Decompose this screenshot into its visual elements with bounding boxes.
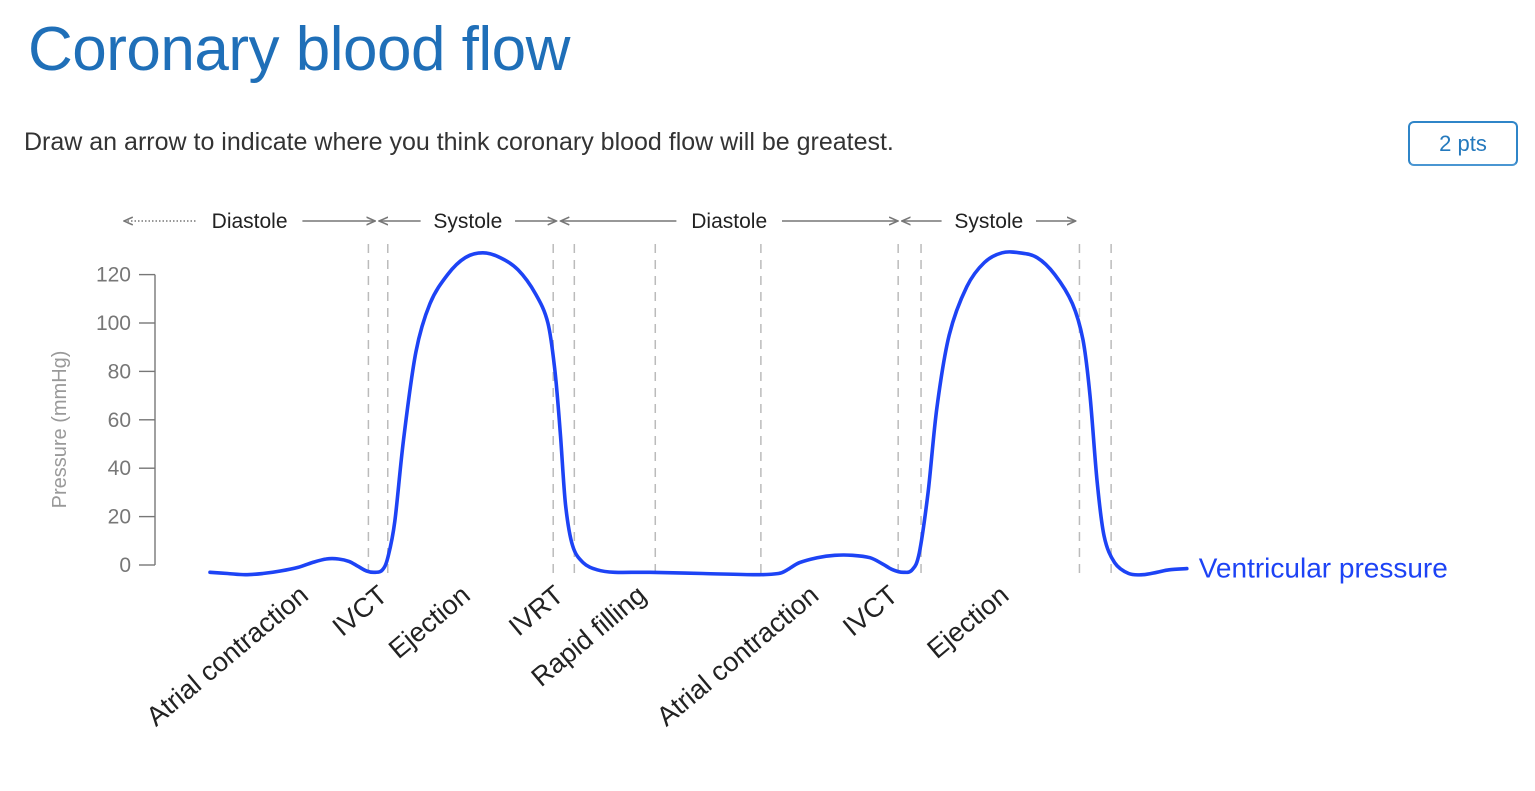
y-tick-label: 0: [119, 554, 131, 577]
y-tick-label: 20: [108, 506, 131, 529]
phase-label: IVCT: [327, 580, 393, 643]
y-tick-label: 100: [96, 312, 131, 335]
phase-band-label: Diastole: [212, 210, 288, 233]
phase-band-label: Systole: [433, 210, 502, 233]
phase-band-label: Diastole: [691, 210, 767, 233]
y-axis: 0 20 40 60 80 100 120 Pressure (mmHg): [49, 264, 156, 577]
y-tick-label: 40: [108, 457, 131, 480]
instruction-text: Draw an arrow to indicate where you thin…: [24, 128, 894, 156]
ventricular-pressure-line: [208, 250, 1189, 577]
series-label: Ventricular pressure: [1199, 553, 1448, 584]
y-axis-title: Pressure (mmHg): [49, 351, 71, 509]
phase-dividers: [367, 244, 1112, 578]
series-group: Ventricular pressure: [208, 250, 1448, 584]
points-badge: 2 pts: [1408, 121, 1518, 166]
phase-bands: Diastole Systole Diastole Systole: [124, 210, 1076, 233]
phase-band-label: Systole: [954, 210, 1023, 233]
phase-label: Ejection: [383, 580, 476, 665]
phase-label: IVCT: [837, 580, 903, 643]
y-tick-label: 120: [96, 264, 131, 287]
phase-label: Ejection: [921, 580, 1014, 665]
y-tick-label: 80: [108, 360, 131, 383]
phase-label: Atrial contraction: [141, 580, 314, 732]
page-title: Coronary blood flow: [28, 15, 570, 84]
phase-label: IVRT: [503, 580, 569, 642]
y-tick-label: 60: [108, 409, 131, 432]
phase-label: Atrial contraction: [651, 580, 824, 732]
